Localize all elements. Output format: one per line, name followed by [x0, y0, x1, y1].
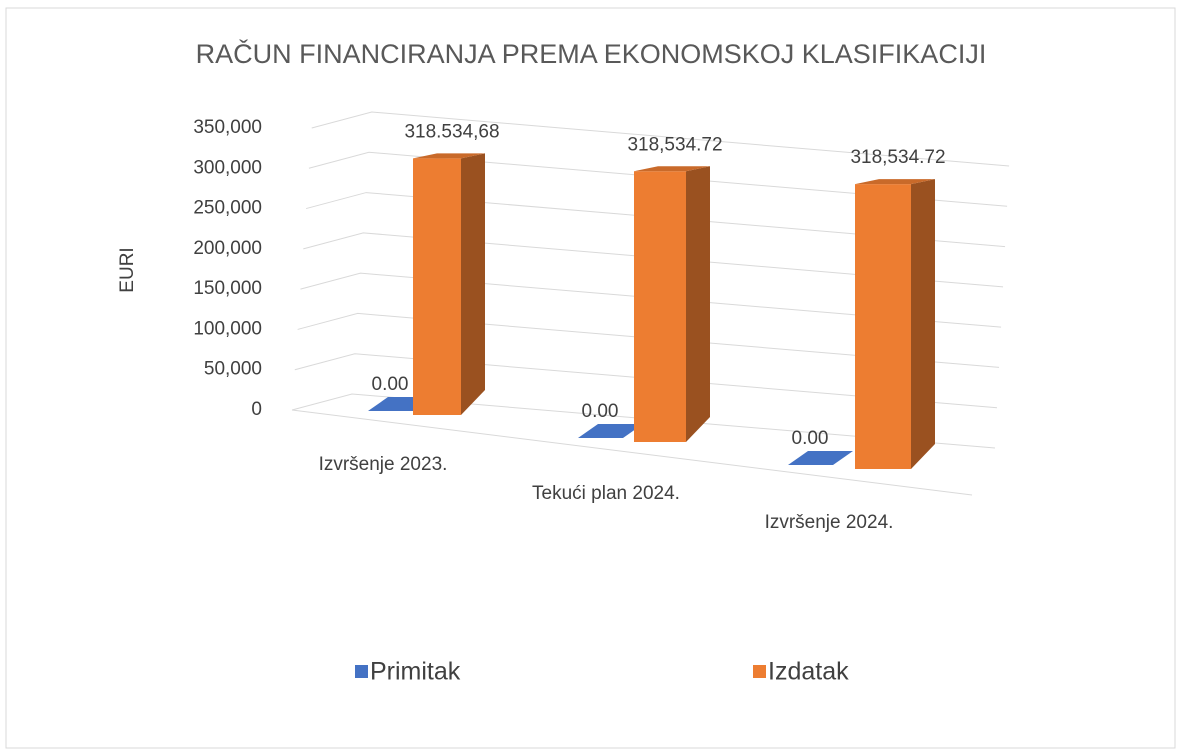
legend-label: Izdatak	[768, 658, 849, 686]
legend-swatch	[753, 665, 766, 678]
legend-swatch	[355, 665, 368, 678]
bar	[788, 451, 853, 465]
y-tick-label: 200,000	[193, 238, 262, 259]
floor-edge	[291, 409, 973, 496]
data-label: 318,534.72	[627, 134, 722, 155]
bar-side	[911, 179, 935, 470]
bar-top	[634, 166, 710, 172]
chart-title: RAČUN FINANCIRANJA PREMA EKONOMSKOJ KLAS…	[196, 38, 987, 69]
grid-line	[291, 393, 996, 449]
bar-top	[413, 153, 485, 159]
data-label: 318,534.72	[850, 147, 945, 168]
bar	[413, 153, 485, 415]
grid-line	[294, 353, 998, 409]
y-tick-label: 250,000	[193, 198, 262, 219]
bar-top	[855, 179, 935, 185]
grid-line	[303, 232, 1004, 288]
bar-side	[461, 153, 485, 415]
y-tick-label: 350,000	[193, 117, 262, 138]
grid-line	[308, 151, 1008, 207]
bar	[855, 179, 935, 470]
chart-border	[5, 7, 1176, 749]
data-label: 0.00	[792, 428, 829, 449]
y-tick-label: 100,000	[193, 318, 262, 339]
y-tick-label: 300,000	[193, 157, 262, 178]
grid-line	[305, 192, 1006, 248]
y-tick-label: 50,000	[204, 359, 262, 380]
y-tick-label: 150,000	[193, 278, 262, 299]
data-label: 0.00	[582, 401, 619, 422]
grid-line	[297, 312, 1000, 368]
grid-line	[311, 111, 1010, 167]
bar	[578, 424, 643, 438]
x-tick-label: Tekući plan 2024.	[532, 483, 680, 504]
data-label: 318.534,68	[404, 121, 499, 142]
bar-side	[686, 166, 710, 442]
y-axis-label: EURI	[117, 247, 138, 292]
bar-front	[855, 184, 911, 470]
bar-front	[413, 158, 461, 415]
y-tick-label: 0	[251, 399, 262, 420]
legend-label: Primitak	[370, 658, 461, 686]
bar	[634, 166, 710, 442]
bar-front	[634, 171, 686, 442]
x-tick-label: Izvršenje 2023.	[319, 454, 448, 475]
x-tick-label: Izvršenje 2024.	[765, 512, 894, 533]
data-label: 0.00	[372, 374, 409, 395]
grid-line	[300, 272, 1002, 328]
